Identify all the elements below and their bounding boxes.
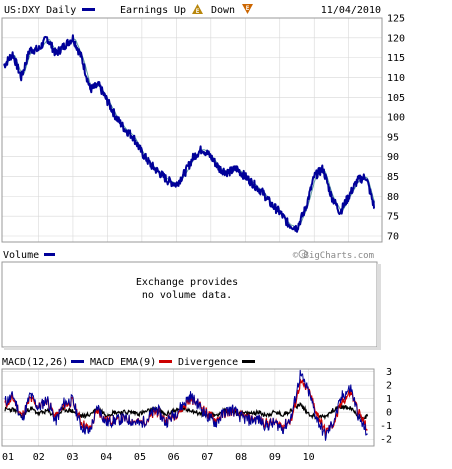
volume-panel-frame xyxy=(1,261,378,348)
divergence-series xyxy=(4,402,369,421)
macd-y-tick-label: 2 xyxy=(386,381,392,392)
x-tick-label: 03 xyxy=(66,452,78,463)
macd-series xyxy=(4,369,368,441)
x-tick-label: 04 xyxy=(100,452,112,463)
price-y-tick-label: 85 xyxy=(387,172,399,183)
price-panel-frame xyxy=(1,17,383,243)
earnings-up-icon: E xyxy=(192,4,203,15)
x-tick-label: 01 xyxy=(2,452,14,463)
price-y-tick-label: 125 xyxy=(387,14,405,25)
macd-y-tick-label: 0 xyxy=(386,408,392,419)
earnings-label: Earnings xyxy=(120,5,168,16)
macd-y-tick-label: -2 xyxy=(380,435,392,446)
x-tick-label: 02 xyxy=(33,452,45,463)
x-tick-label: 08 xyxy=(235,452,247,463)
svg-text:c: c xyxy=(301,252,305,259)
price-y-tick-label: 115 xyxy=(387,53,405,64)
volume-panel-shadow-bottom xyxy=(4,347,381,350)
price-line-path xyxy=(3,34,375,233)
x-tick-label: 10 xyxy=(303,452,315,463)
watermark: c © BigCharts.com xyxy=(293,249,374,261)
chart-date: 11/04/2010 xyxy=(321,5,381,16)
earnings-up-glyph: E xyxy=(196,8,200,15)
copyright-icon xyxy=(298,249,308,259)
price-average-line xyxy=(3,38,376,229)
x-tick-label: 09 xyxy=(269,452,281,463)
divergence-legend-label: Divergence xyxy=(178,357,238,368)
price-average-path xyxy=(3,38,376,229)
price-y-axis: 70 75 80 85 90 95 100 105 110 115 120 125 xyxy=(387,14,405,243)
price-y-tick-label: 70 xyxy=(387,232,399,243)
earnings-down-label: Down xyxy=(211,5,235,16)
divergence-legend-swatch xyxy=(242,360,255,363)
price-y-tick-label: 120 xyxy=(387,33,405,44)
macd-legend-swatch xyxy=(71,360,84,363)
earnings-down-glyph: E xyxy=(246,5,250,12)
divergence-path xyxy=(4,402,369,421)
price-y-tick-label: 75 xyxy=(387,212,399,223)
price-series xyxy=(3,34,375,233)
watermark-text: © BigCharts.com xyxy=(293,251,374,261)
macd-y-axis: -2 -1 0 1 2 3 xyxy=(380,367,392,446)
price-y-tick-label: 80 xyxy=(387,192,399,203)
price-y-tick-label: 105 xyxy=(387,93,405,104)
x-tick-label: 07 xyxy=(201,452,213,463)
volume-panel-shadow xyxy=(377,264,381,349)
macd-legend-label: MACD(12,26) xyxy=(2,357,68,368)
macd-y-tick-label: -1 xyxy=(380,421,392,432)
price-y-tick-label: 110 xyxy=(387,73,405,84)
volume-legend-swatch xyxy=(44,253,55,256)
macd-ema-legend-label: MACD EMA(9) xyxy=(90,357,156,368)
macd-y-tick-label: 1 xyxy=(386,394,392,405)
x-tick-label: 06 xyxy=(168,452,180,463)
volume-message-line1: Exchange provides xyxy=(136,277,238,288)
price-y-tick-label: 95 xyxy=(387,132,399,143)
symbol-label: US:DXY Daily xyxy=(4,5,76,16)
earnings-up-label: Up xyxy=(174,5,186,16)
price-y-tick-label: 90 xyxy=(387,152,399,163)
price-y-tick-label: 100 xyxy=(387,113,405,124)
x-tick-label: 05 xyxy=(134,452,146,463)
volume-message-line2: no volume data. xyxy=(142,290,232,301)
macd-path xyxy=(4,369,368,441)
macd-ema-legend-swatch xyxy=(159,360,172,363)
macd-panel-frame xyxy=(1,368,375,447)
macd-x-axis: 01 02 03 04 05 06 07 08 09 10 xyxy=(2,452,315,463)
price-legend-swatch xyxy=(82,8,95,11)
macd-y-tick-label: 3 xyxy=(386,367,392,378)
earnings-down-icon: E xyxy=(242,4,253,14)
volume-title: Volume xyxy=(3,250,39,261)
